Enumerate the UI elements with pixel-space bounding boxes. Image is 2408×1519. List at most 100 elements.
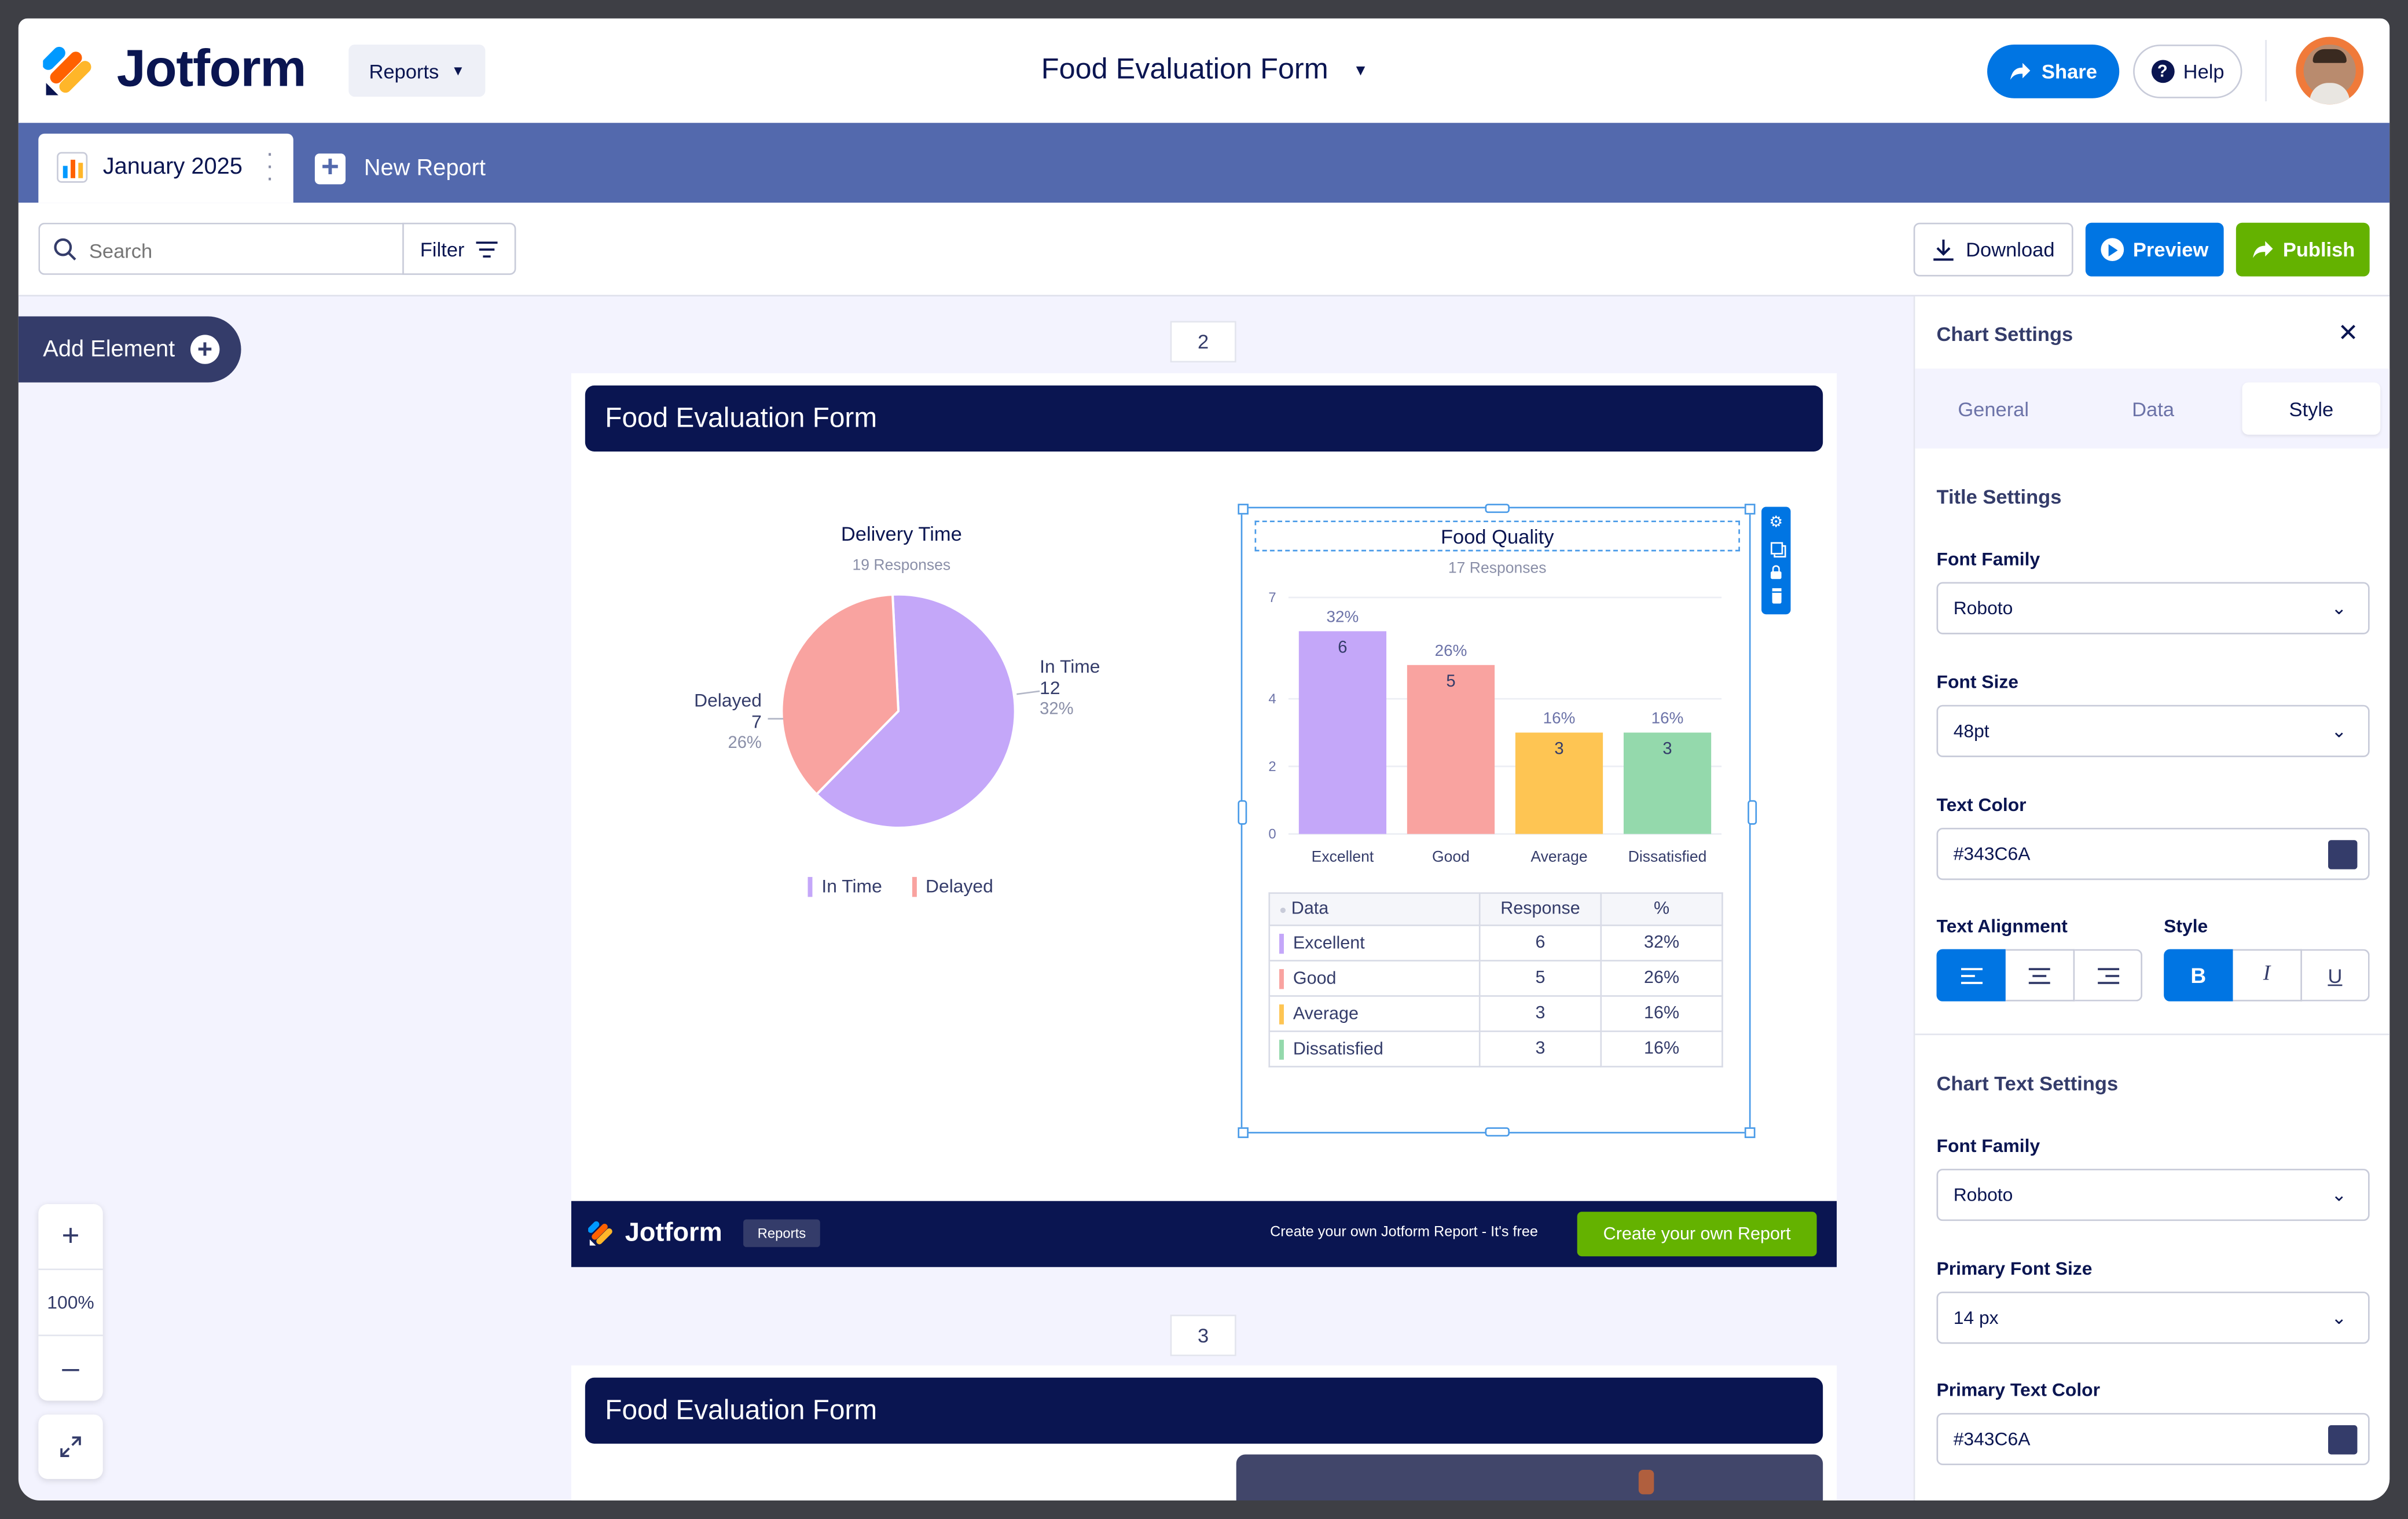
chevron-down-icon: ⌄ <box>2331 720 2347 742</box>
field-label: Font Family <box>1936 1135 2040 1157</box>
table-header: % <box>1600 892 1723 926</box>
slice-label: Delayed <box>694 689 762 711</box>
y-tick-label: 7 <box>1268 590 1276 606</box>
image-element[interactable] <box>1236 1454 1823 1501</box>
create-report-button[interactable]: Create your own Report <box>1577 1212 1817 1257</box>
primary-font-size-select[interactable]: 14 px ⌄ <box>1936 1291 2370 1344</box>
chevron-down-icon: ⌄ <box>2331 597 2347 619</box>
plus-icon[interactable]: + <box>314 152 346 185</box>
jotform-logo-icon[interactable] <box>42 43 98 98</box>
duplicate-icon[interactable] <box>1761 536 1790 559</box>
page-header[interactable]: Food Evaluation Form <box>585 1377 1823 1444</box>
publish-button[interactable]: Publish <box>2236 222 2370 277</box>
zoom-out-icon[interactable]: – <box>62 1351 79 1385</box>
legend-swatch <box>807 877 813 898</box>
bar-percent-label: 32% <box>1327 607 1359 625</box>
y-tick-label: 0 <box>1268 827 1276 842</box>
tab-general[interactable]: General <box>1958 397 2029 420</box>
slice-percent: 26% <box>728 734 762 753</box>
resize-handle[interactable] <box>1238 800 1247 825</box>
footer-badge: Reports <box>743 1219 820 1248</box>
chart-font-family-select[interactable]: Roboto ⌄ <box>1936 1168 2370 1221</box>
page-header[interactable]: Food Evaluation Form <box>585 385 1823 452</box>
toolbar: Filter Download Preview Publish <box>18 203 2390 297</box>
preview-button[interactable]: Preview <box>2085 222 2224 277</box>
publish-label: Publish <box>2282 238 2355 262</box>
bar-percent-label: 16% <box>1543 709 1576 727</box>
report-tabs-bar: January 2025 · · · + New Report <box>18 123 2390 203</box>
table-row: Average 3 16% <box>1268 995 1723 1032</box>
tab-data[interactable]: Data <box>2132 397 2175 420</box>
field-label: Text Color <box>1936 794 2027 816</box>
zoom-controls: + 100% – <box>38 1204 103 1401</box>
color-swatch[interactable] <box>2328 840 2358 869</box>
search-box[interactable] <box>38 222 404 275</box>
filter-button[interactable]: Filter <box>402 222 516 275</box>
chart-title-box[interactable]: Food Quality <box>1254 520 1740 552</box>
resize-handle[interactable] <box>1748 800 1757 825</box>
bar-value-label: 3 <box>1554 740 1563 758</box>
primary-text-color-field[interactable]: #343C6A <box>1936 1412 2370 1466</box>
reports-menu-button[interactable]: Reports ▼ <box>348 44 486 97</box>
lock-icon[interactable] <box>1761 560 1790 584</box>
align-right-icon[interactable] <box>2075 949 2143 1001</box>
delete-icon[interactable] <box>1761 585 1790 608</box>
share-button[interactable]: Share <box>1987 44 2120 98</box>
align-left-icon[interactable] <box>1936 949 2006 1001</box>
settings-icon[interactable]: ⚙ <box>1769 514 1783 531</box>
zoom-in-icon[interactable]: + <box>61 1219 80 1253</box>
logo-text: Jotform <box>116 39 307 98</box>
resize-handle[interactable] <box>1238 504 1249 515</box>
resize-handle[interactable] <box>1744 1127 1756 1138</box>
align-center-icon[interactable] <box>2005 949 2075 1001</box>
page-header-title: Food Evaluation Form <box>605 402 878 434</box>
add-element-button[interactable]: Add Element + <box>18 316 241 383</box>
bar-chart-element[interactable]: Food Quality 17 Responses 0 2 4 7 32% 6 Excell… <box>1238 504 1757 1138</box>
footer-logo-icon <box>588 1220 616 1248</box>
row-swatch <box>1279 933 1284 953</box>
footer-promo: Create your own Jotform Report - It's fr… <box>1270 1224 1538 1241</box>
title-font-family-select[interactable]: Roboto ⌄ <box>1936 582 2370 634</box>
bold-icon[interactable]: B <box>2164 949 2233 1001</box>
page-number: 3 <box>1170 1315 1236 1356</box>
resize-handle[interactable] <box>1485 504 1510 513</box>
avatar[interactable] <box>2296 36 2364 105</box>
legend-item: In Time <box>821 875 882 897</box>
preview-label: Preview <box>2132 238 2209 262</box>
help-button[interactable]: ? Help <box>2133 44 2242 98</box>
underline-icon[interactable]: U <box>2301 949 2370 1001</box>
resize-handle[interactable] <box>1744 504 1756 515</box>
search-input[interactable] <box>86 233 399 267</box>
tab-style[interactable]: Style <box>2242 382 2381 435</box>
tab-january-2025[interactable]: January 2025 · · · <box>38 133 293 203</box>
table-cell: Excellent <box>1268 924 1481 962</box>
chart-title: Food Quality <box>1440 525 1554 549</box>
add-element-label: Add Element <box>43 336 175 363</box>
new-report-button[interactable]: New Report <box>364 155 486 182</box>
more-options-icon[interactable]: · · · <box>265 141 274 192</box>
app-window: Jotform Reports ▼ Food Evaluation Form ▼… <box>18 18 2390 1501</box>
fullscreen-icon[interactable] <box>38 1414 103 1479</box>
close-icon[interactable]: ✕ <box>2337 321 2359 347</box>
color-value: #343C6A <box>1953 843 2031 865</box>
title-font-size-select[interactable]: 48pt ⌄ <box>1936 705 2370 757</box>
publish-icon <box>2252 241 2273 258</box>
element-actions: ⚙ <box>1761 507 1791 615</box>
divider <box>2265 39 2267 102</box>
italic-icon[interactable]: I <box>2233 949 2302 1001</box>
legend-item: Delayed <box>926 875 993 897</box>
field-label: Primary Text Color <box>1936 1379 2101 1401</box>
select-value: Roboto <box>1953 1184 2013 1206</box>
form-title-chevron-icon[interactable]: ▼ <box>1353 63 1368 80</box>
resize-handle[interactable] <box>1485 1127 1510 1137</box>
field-label: Font Family <box>1936 548 2040 570</box>
field-label: Text Alignment <box>1936 915 2068 937</box>
chevron-down-icon: ⌄ <box>2331 1184 2347 1206</box>
pie-title: Delivery Time <box>840 522 962 545</box>
title-text-color-field[interactable]: #343C6A <box>1936 827 2370 880</box>
form-title[interactable]: Food Evaluation Form <box>1041 53 1328 86</box>
color-swatch[interactable] <box>2328 1425 2358 1455</box>
pie-chart[interactable]: Delivery Time 19 Responses In Time 12 32… <box>602 511 1201 911</box>
resize-handle[interactable] <box>1238 1127 1249 1138</box>
download-button[interactable]: Download <box>1913 222 2073 277</box>
